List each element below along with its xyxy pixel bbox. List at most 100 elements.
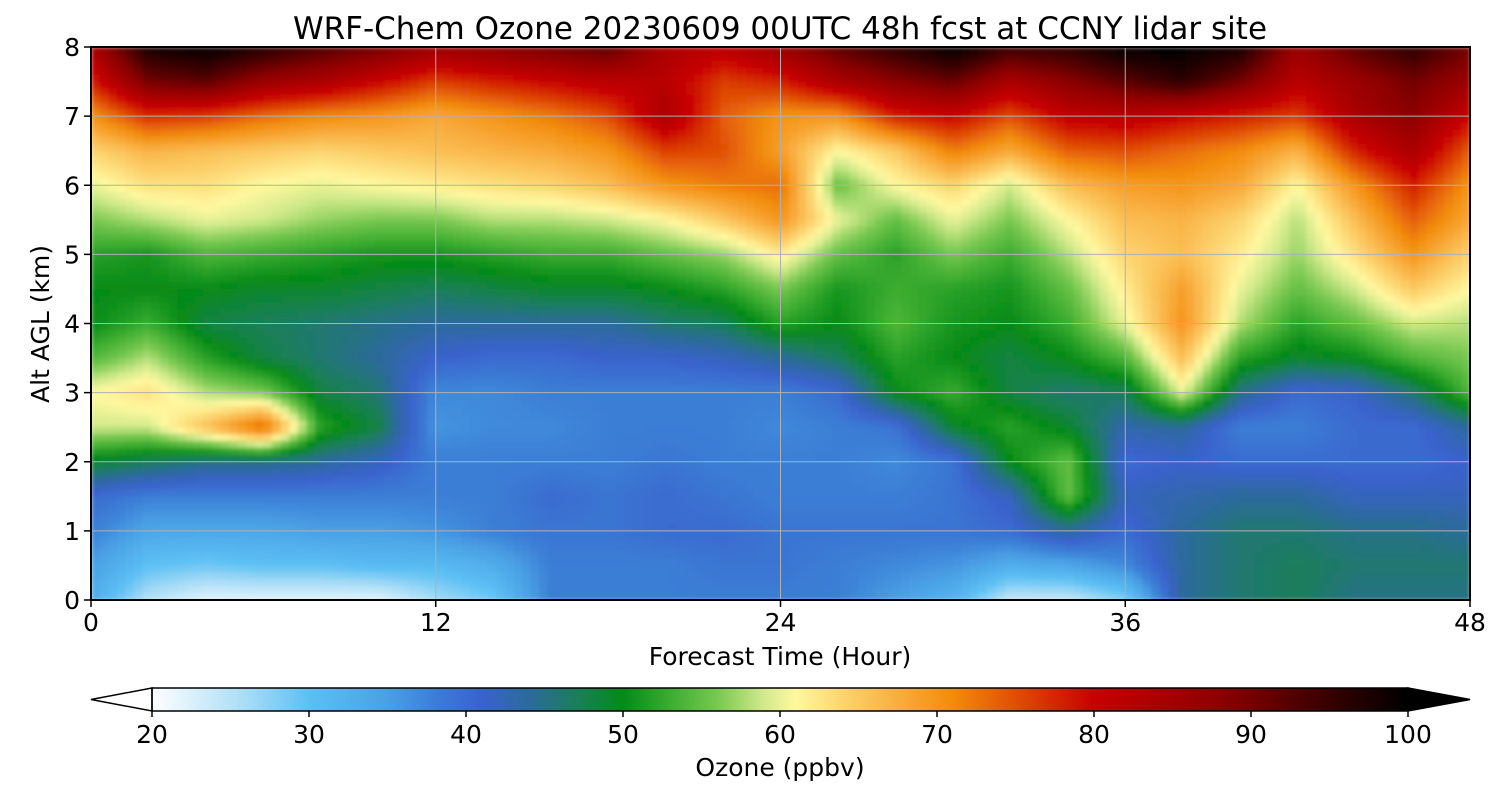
ozone-cell xyxy=(651,82,660,90)
ozone-cell xyxy=(1237,227,1246,235)
ozone-cell xyxy=(1280,213,1289,221)
ozone-cell xyxy=(660,123,669,131)
ozone-cell xyxy=(358,213,367,221)
ozone-cell xyxy=(1263,220,1272,228)
ozone-cell xyxy=(531,241,540,249)
ozone-cell xyxy=(427,192,436,200)
ozone-cell xyxy=(255,123,264,131)
ozone-cell xyxy=(453,102,462,110)
ozone-cell xyxy=(169,158,178,166)
ozone-cell xyxy=(936,192,945,200)
ozone-cell xyxy=(1108,158,1117,166)
ozone-cell xyxy=(1142,54,1151,62)
ozone-cell xyxy=(160,213,169,221)
ozone-cell xyxy=(806,185,815,193)
ozone-cell xyxy=(1323,234,1332,242)
ozone-cell xyxy=(229,151,238,159)
ozone-cell xyxy=(1151,171,1160,179)
ozone-cell xyxy=(849,206,858,214)
ozone-cell xyxy=(384,151,393,159)
ozone-cell xyxy=(350,151,359,159)
ozone-cell xyxy=(1229,75,1238,83)
ozone-cell xyxy=(436,137,445,145)
ozone-cell xyxy=(1418,75,1427,83)
ozone-cell xyxy=(100,241,109,249)
ozone-cell xyxy=(1039,234,1048,242)
ozone-cell xyxy=(487,158,496,166)
ozone-cell xyxy=(849,116,858,124)
ozone-cell xyxy=(367,95,376,103)
ozone-cell xyxy=(134,116,143,124)
ozone-cell xyxy=(1280,95,1289,103)
ozone-cell xyxy=(1005,165,1014,173)
ozone-cell xyxy=(1125,95,1134,103)
ozone-cell xyxy=(229,102,238,110)
ozone-cell xyxy=(1013,123,1022,131)
ozone-cell xyxy=(1151,75,1160,83)
ozone-cell xyxy=(979,116,988,124)
ozone-cell xyxy=(565,213,574,221)
ozone-cell xyxy=(453,158,462,166)
ozone-cell xyxy=(341,88,350,96)
ozone-cell xyxy=(806,116,815,124)
ozone-cell xyxy=(134,220,143,228)
ozone-cell xyxy=(608,171,617,179)
ozone-cell xyxy=(1211,95,1220,103)
ozone-cell xyxy=(539,158,548,166)
ozone-cell xyxy=(177,82,186,90)
ozone-cell xyxy=(539,192,548,200)
ozone-cell xyxy=(867,82,876,90)
ozone-cell xyxy=(944,82,953,90)
ozone-cell xyxy=(453,95,462,103)
ozone-cell xyxy=(1375,61,1384,69)
ozone-cell xyxy=(660,227,669,235)
ozone-cell xyxy=(686,144,695,152)
ozone-cell xyxy=(1246,165,1255,173)
ozone-cell xyxy=(703,165,712,173)
ozone-cell xyxy=(841,165,850,173)
ozone-cell xyxy=(1289,158,1298,166)
ozone-cell xyxy=(1315,171,1324,179)
ozone-cell xyxy=(1168,220,1177,228)
ozone-cell xyxy=(1186,75,1195,83)
ozone-cell xyxy=(427,171,436,179)
ozone-cell xyxy=(574,213,583,221)
ozone-cell xyxy=(729,213,738,221)
ozone-cell xyxy=(875,82,884,90)
ozone-cell xyxy=(203,254,212,262)
ozone-cell xyxy=(548,234,557,242)
ozone-cell xyxy=(1315,123,1324,131)
ozone-cell xyxy=(1134,95,1143,103)
ozone-cell xyxy=(212,123,221,131)
ozone-cell xyxy=(1186,88,1195,96)
ozone-cell xyxy=(961,241,970,249)
ozone-cell xyxy=(289,68,298,76)
ozone-cell xyxy=(1142,88,1151,96)
ozone-cell xyxy=(462,241,471,249)
ozone-cell xyxy=(1401,88,1410,96)
ozone-cell xyxy=(961,88,970,96)
ozone-cell xyxy=(1246,137,1255,145)
ozone-cell xyxy=(686,68,695,76)
ozone-cell xyxy=(1005,75,1014,83)
ozone-cell xyxy=(444,151,453,159)
ozone-cell xyxy=(246,151,255,159)
ozone-cell xyxy=(1099,130,1108,138)
ozone-cell xyxy=(169,61,178,69)
ozone-cell xyxy=(1341,234,1350,242)
ozone-cell xyxy=(1056,68,1065,76)
ozone-cell xyxy=(927,47,936,55)
ozone-cell xyxy=(720,213,729,221)
ozone-cell xyxy=(651,165,660,173)
ozone-cell xyxy=(832,61,841,69)
ozone-cell xyxy=(177,227,186,235)
ozone-cell xyxy=(961,68,970,76)
ozone-cell xyxy=(1186,171,1195,179)
ozone-cell xyxy=(513,234,522,242)
ozone-cell xyxy=(531,54,540,62)
ozone-cell xyxy=(238,171,247,179)
ozone-cell xyxy=(720,116,729,124)
ozone-cell xyxy=(694,220,703,228)
ozone-cell xyxy=(1039,220,1048,228)
ozone-cell xyxy=(1237,206,1246,214)
